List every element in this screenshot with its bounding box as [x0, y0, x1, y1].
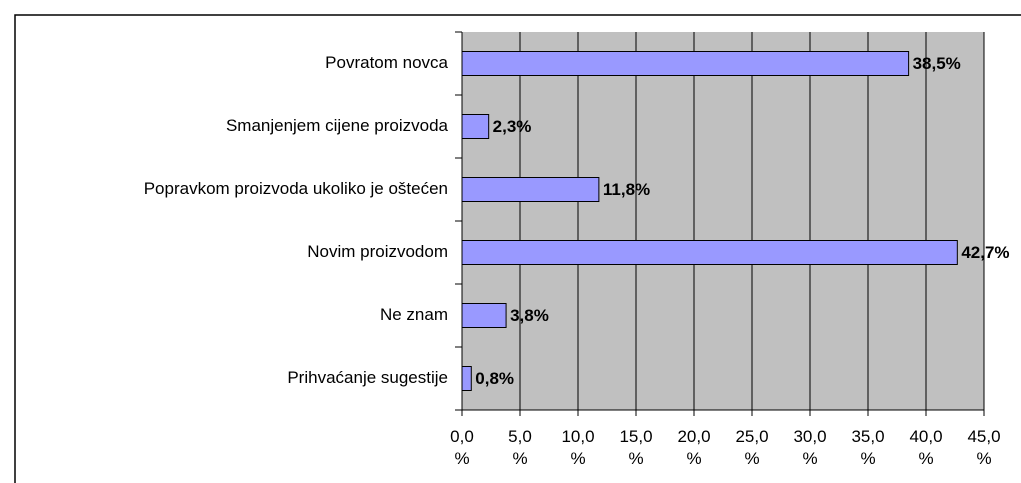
x-tick-label: 0,0 %	[450, 427, 474, 468]
y-tick-label: Ne znam	[380, 305, 448, 324]
x-tick-label: 35,0 %	[851, 427, 885, 468]
x-tick-label: 15,0 %	[619, 427, 653, 468]
x-tick-label: 25,0 %	[735, 427, 769, 468]
value-label: 11,8%	[603, 180, 650, 199]
y-tick-label: Povratom novca	[325, 53, 448, 72]
y-tick-label: Popravkom proizvoda ukoliko je oštećen	[144, 179, 448, 198]
x-tick-label: 5,0 %	[508, 427, 532, 468]
x-tick-label: 30,0 %	[793, 427, 827, 468]
value-label: 0,8%	[475, 369, 514, 388]
bar	[461, 303, 507, 328]
value-label: 2,3%	[493, 117, 532, 136]
value-label: 42,7%	[961, 243, 1009, 262]
bar	[461, 51, 910, 76]
value-label: 3,8%	[510, 306, 549, 325]
bar	[461, 177, 600, 202]
x-tick-label: 20,0 %	[677, 427, 711, 468]
plot-area	[462, 32, 984, 410]
x-tick-label: 45,0 %	[967, 427, 1001, 468]
y-tick-label: Smanjenjem cijene proizvoda	[226, 116, 449, 135]
x-tick-label: 40,0 %	[909, 427, 943, 468]
y-tick-label: Novim proizvodom	[307, 242, 448, 261]
bar	[461, 114, 490, 139]
y-tick-label: Prihvaćanje sugestije	[287, 368, 448, 387]
x-tick-label: 10,0 %	[561, 427, 595, 468]
bar	[461, 366, 472, 391]
value-label: 38,5%	[913, 54, 961, 73]
bar	[461, 240, 958, 265]
